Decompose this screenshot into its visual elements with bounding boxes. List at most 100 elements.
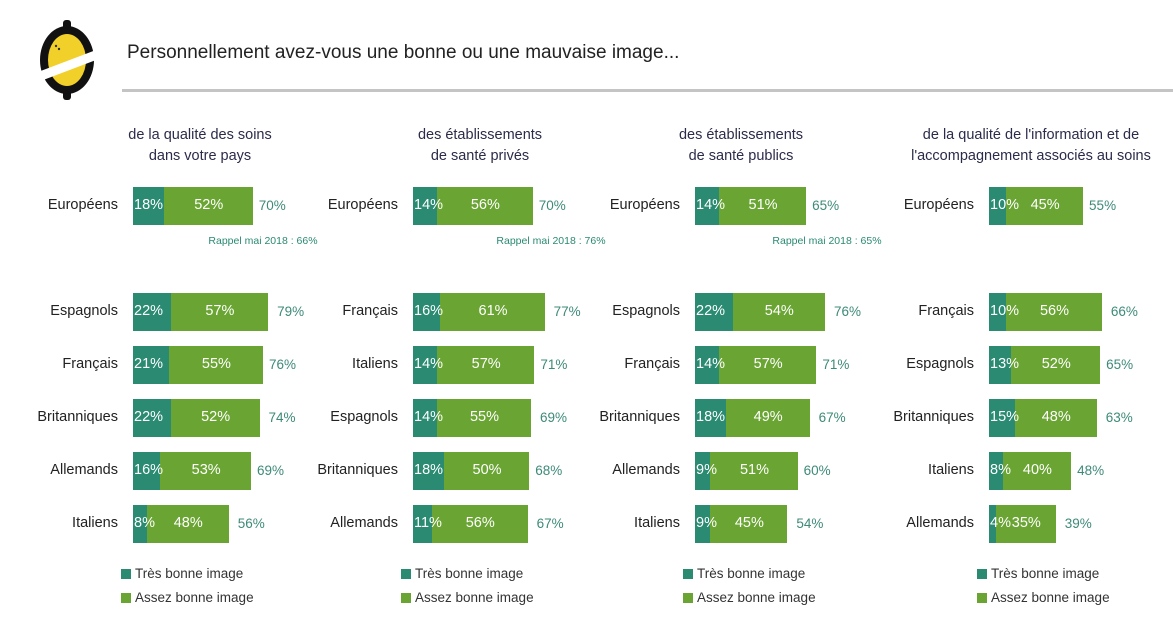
row-label: Britanniques [37, 409, 118, 425]
stacked-bar: 10% 45% [989, 187, 1084, 225]
row-label: Allemands [612, 462, 680, 478]
total-label: 77% [553, 304, 581, 319]
row-label: Allemands [330, 515, 398, 531]
stacked-bar: 4% 35% [989, 505, 1056, 543]
data-label: 56% [465, 515, 495, 531]
total-label: 55% [1089, 198, 1117, 213]
row-label: Espagnols [612, 303, 680, 319]
data-label: 14% [414, 409, 444, 425]
data-label: 22% [696, 303, 726, 319]
bar-tres-bonne [695, 293, 733, 331]
row-label: Espagnols [906, 356, 974, 372]
total-label: 74% [268, 410, 296, 425]
data-label: 45% [1030, 197, 1060, 213]
data-label: 18% [414, 462, 444, 478]
bar-tres-bonne [133, 187, 164, 225]
row-label: Britanniques [599, 409, 680, 425]
legend-swatch [683, 569, 693, 579]
data-label: 14% [696, 197, 726, 213]
row-label: Européens [903, 197, 974, 213]
stacked-bar: 9% 51% [695, 452, 798, 490]
bar-tres-bonne [989, 293, 1007, 331]
bar-assez-bonne [732, 293, 825, 331]
stacked-bar: 8% 48% [133, 505, 229, 543]
data-label: 22% [134, 409, 164, 425]
stacked-bar: 8% 40% [989, 452, 1072, 490]
total-label: 76% [833, 304, 861, 319]
data-label: 8% [990, 462, 1011, 478]
bar-assez-bonne [710, 505, 788, 543]
stacked-bar: 15% 48% [989, 399, 1097, 437]
data-label: 56% [470, 197, 500, 213]
legend-item-assez: Assez bonne image [401, 590, 534, 605]
row-label: Européens [47, 197, 118, 213]
panel-title: de la qualité des soins dans votre pays [128, 127, 272, 164]
bar-tres-bonne [695, 346, 719, 384]
data-label: 4% [990, 515, 1011, 531]
data-label: 48% [1041, 409, 1071, 425]
data-label: 10% [990, 197, 1020, 213]
bar-tres-bonne [133, 346, 169, 384]
total-label: 76% [268, 357, 296, 372]
bar-assez-bonne [995, 505, 1056, 543]
bar-assez-bonne [431, 505, 528, 543]
data-label: 9% [696, 515, 717, 531]
stacked-bar: 22% 52% [133, 399, 260, 437]
legend-swatch [401, 569, 411, 579]
total-label: 70% [258, 198, 286, 213]
bar-assez-bonne [718, 187, 807, 225]
data-label: 50% [472, 462, 502, 478]
row-label: Espagnols [50, 303, 118, 319]
total-label: 56% [237, 516, 265, 531]
stacked-bar: 9% 45% [695, 505, 788, 543]
data-label: 51% [748, 197, 778, 213]
title-divider [122, 89, 1173, 92]
data-label: 55% [469, 409, 499, 425]
stacked-bar: 21% 55% [133, 346, 263, 384]
stacked-bar: 14% 56% [413, 187, 533, 225]
stacked-bar: 22% 54% [695, 293, 825, 331]
stacked-bar: 14% 51% [695, 187, 807, 225]
data-label: 57% [205, 303, 235, 319]
bar-assez-bonne [1014, 399, 1097, 437]
legend-swatch [401, 593, 411, 603]
page-title: Personnellement avez-vous une bonne ou u… [127, 42, 680, 63]
bar-tres-bonne [413, 452, 444, 490]
data-label: 48% [173, 515, 203, 531]
total-label: 69% [256, 463, 285, 478]
data-label: 49% [753, 409, 783, 425]
total-label: 69% [539, 410, 568, 425]
total-label: 60% [803, 463, 831, 478]
data-label: 35% [1011, 515, 1041, 531]
total-label: 70% [538, 198, 566, 213]
total-label: 68% [535, 463, 563, 478]
data-label: 52% [194, 197, 224, 213]
data-label: 11% [414, 515, 442, 531]
total-label: 39% [1064, 516, 1092, 531]
legend-item-assez: Assez bonne image [683, 590, 816, 605]
stacked-bar: 14% 57% [413, 346, 535, 384]
bar-assez-bonne [170, 293, 269, 331]
bar-tres-bonne [989, 346, 1012, 384]
bar-assez-bonne [1006, 293, 1102, 331]
row-label: Européens [609, 197, 680, 213]
legend-swatch [977, 593, 987, 603]
data-label: 53% [191, 462, 221, 478]
data-label: 57% [471, 356, 501, 372]
bar-tres-bonne [695, 187, 719, 225]
stacked-bar: 18% 49% [695, 399, 810, 437]
data-label: 16% [414, 303, 444, 319]
row-label: Italiens [72, 515, 118, 531]
data-label: 10% [990, 303, 1020, 319]
stacked-bar: 22% 57% [133, 293, 269, 331]
data-label: 8% [134, 515, 155, 531]
bar-tres-bonne [133, 452, 161, 490]
data-label: 18% [134, 197, 164, 213]
legend-item-tres: Très bonne image [401, 566, 523, 581]
data-label: 52% [201, 409, 231, 425]
panel-title: des établissements de santé publics [678, 127, 804, 164]
bar-tres-bonne [413, 399, 437, 437]
data-label: 9% [696, 462, 717, 478]
legend-swatch [121, 593, 131, 603]
total-label: 48% [1077, 463, 1105, 478]
